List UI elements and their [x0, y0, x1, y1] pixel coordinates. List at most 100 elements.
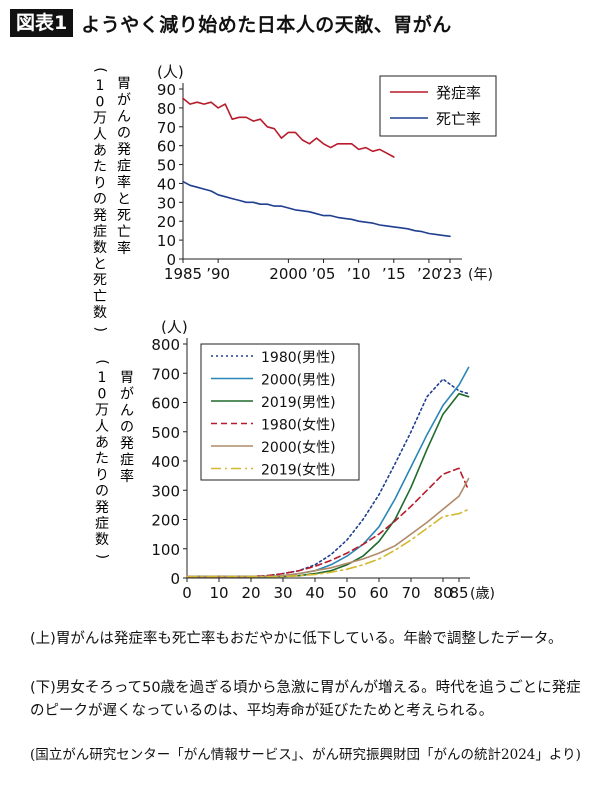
y-axis-subtitle-char: 1: [98, 370, 107, 386]
source-note: (国立がん研究センター「がん情報サービス」、がん研究振興財団「がんの統計2024…: [30, 747, 581, 763]
y-tick-label: 20: [157, 213, 176, 231]
y-unit-label: (人): [161, 320, 188, 336]
x-tick-label: ’10: [347, 265, 371, 283]
y-axis-subtitle-char: 万: [93, 111, 107, 127]
y-axis-subtitle-char: ): [94, 554, 110, 559]
figure-header: 図表1 ようやく減り始めた日本人の天敵、胃がん: [10, 8, 452, 38]
series-line-2: [182, 180, 451, 238]
y-tick-label: 500: [151, 424, 180, 442]
y-axis-title-char: が: [117, 93, 131, 109]
y-axis-subtitle-char: (: [94, 359, 110, 364]
y-tick-label: 200: [151, 512, 180, 530]
y-axis-title-char: 症: [117, 159, 131, 175]
x-tick-label: 2000: [269, 265, 307, 283]
y-axis-subtitle-char: 発: [93, 208, 107, 224]
y-axis-subtitle-char: 0: [96, 94, 105, 110]
legend-label-5: 2000(女性): [261, 439, 336, 456]
y-axis-title-char: の: [120, 420, 134, 436]
y-axis-subtitle-char: 数: [93, 240, 107, 256]
x-tick-label: 30: [273, 584, 292, 602]
series-line-4: [186, 467, 470, 578]
y-axis-subtitle-char: 万: [95, 403, 109, 419]
x-tick-label: ’15: [382, 265, 406, 283]
x-tick-label: ’20: [417, 265, 441, 283]
legend-label-2: 2000(男性): [261, 373, 336, 389]
y-axis-subtitle-char: あ: [93, 143, 107, 159]
legend-box: [200, 343, 360, 481]
y-tick-label: 100: [151, 541, 180, 559]
y-tick-label: 10: [157, 232, 176, 250]
legend-label-6: 2019(女性): [261, 462, 336, 479]
y-tick-label: 30: [157, 194, 176, 212]
y-axis-title-char: ん: [120, 403, 134, 419]
y-tick-label: 60: [157, 138, 176, 156]
y-axis-subtitle-char: 症: [95, 516, 109, 532]
y-axis-subtitle-char: 人: [95, 419, 109, 435]
x-tick-label: 40: [305, 584, 324, 602]
y-tick-label: 800: [151, 336, 180, 354]
x-tick-label: 0: [182, 584, 192, 602]
x-tick-label: ’90: [206, 265, 230, 283]
y-axis-subtitle-char: の: [95, 484, 109, 500]
y-axis-title-char: の: [117, 126, 131, 142]
y-axis-title-char: 率: [117, 174, 131, 191]
legend-label-4: 1980(女性): [261, 417, 336, 434]
x-unit-label: (年): [468, 267, 493, 283]
y-axis-subtitle-char: (: [92, 67, 108, 72]
y-tick-label: 50: [157, 157, 176, 175]
y-axis-subtitle-char: り: [93, 175, 107, 191]
caption-upper: (上)胃がんは発症率も死亡率もおだやかに低下している。年齢で調整したデータ。: [30, 631, 563, 647]
y-tick-label: 40: [157, 175, 176, 193]
figure-badge: 図表1: [10, 9, 74, 37]
legend-label-1: 1980(男性): [261, 350, 336, 366]
y-unit-label: (人): [157, 63, 184, 81]
y-axis-title-char: が: [120, 387, 134, 403]
y-axis-title-char: 率: [120, 468, 134, 485]
y-tick-label: 400: [151, 453, 180, 471]
y-axis-subtitle-char: 数: [95, 532, 109, 548]
y-axis-subtitle-char: あ: [95, 435, 109, 451]
x-tick-label: 1985: [164, 265, 202, 283]
y-tick-label: 80: [157, 100, 176, 118]
series-line-1: [186, 378, 470, 578]
y-tick-label: 700: [151, 365, 180, 383]
y-axis-subtitle-char: の: [93, 192, 107, 208]
legend-box: [379, 75, 497, 137]
y-tick-label: 300: [151, 482, 180, 500]
y-axis-subtitle-char: ): [92, 326, 108, 331]
legend-label-3: 2019(男性): [261, 395, 336, 411]
x-tick-label: ’05: [312, 265, 336, 283]
legend-label-1: 発症率: [436, 84, 481, 102]
x-tick-label: 60: [369, 584, 388, 602]
x-tick-label: 50: [337, 584, 356, 602]
y-tick-label: 0: [166, 251, 176, 269]
y-axis-title-char: 率: [117, 240, 131, 257]
x-tick-label: 20: [241, 584, 260, 602]
x-tick-label: 85: [449, 584, 468, 602]
y-axis-title-char: 症: [120, 453, 134, 469]
y-axis-title-char: 死: [117, 208, 131, 224]
y-tick-label: 70: [157, 119, 176, 137]
y-axis-subtitle-char: 人: [93, 127, 107, 143]
y-axis-subtitle-char: 亡: [93, 289, 107, 305]
series-line-1: [182, 97, 395, 158]
legend-label-2: 死亡率: [436, 110, 481, 128]
caption-lower: (下)男女そろって50歳を過ぎる頃から急激に胃がんが増える。時代を追うごとに発症…: [30, 680, 581, 719]
x-tick-label: ’23: [438, 265, 462, 283]
y-tick-label: 90: [157, 81, 176, 99]
y-axis-title-char: 発: [117, 142, 131, 158]
y-axis-title-char: 発: [120, 436, 134, 452]
y-axis-title-char: 亡: [117, 225, 131, 241]
y-axis-subtitle-char: 死: [93, 273, 107, 289]
x-tick-label: 10: [209, 584, 228, 602]
y-axis-title-char: 胃: [120, 370, 134, 386]
y-axis-title-char: と: [117, 192, 131, 208]
y-tick-label: 600: [151, 395, 180, 413]
x-tick-label: 80: [433, 584, 452, 602]
y-axis-subtitle-char: 1: [96, 78, 105, 94]
